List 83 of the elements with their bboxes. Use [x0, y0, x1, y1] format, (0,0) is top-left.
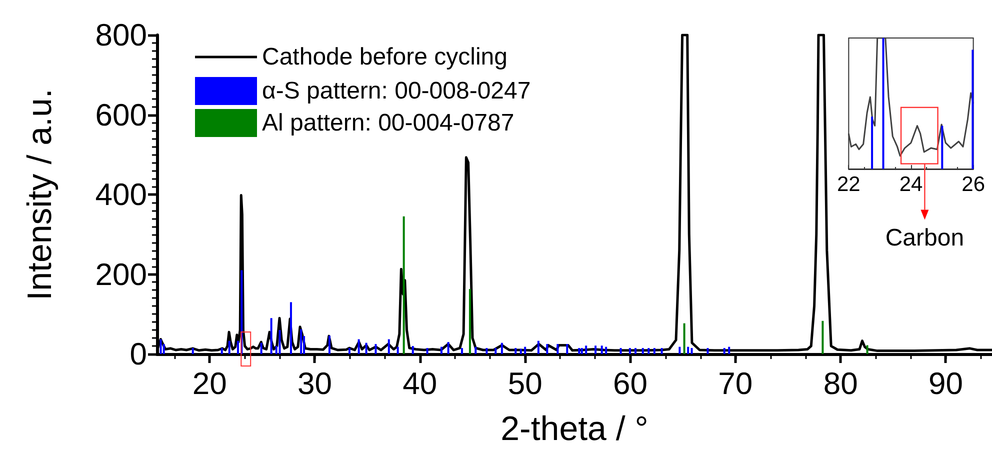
bar — [396, 346, 399, 354]
x-tick-label: 30 — [298, 366, 332, 401]
legend-label: Al pattern: 00-004-0787 — [262, 110, 514, 136]
bar — [365, 342, 368, 354]
bar — [628, 348, 631, 354]
bar — [578, 348, 580, 354]
bar — [220, 348, 223, 354]
bar — [620, 348, 622, 354]
x-tick-label: 22 — [837, 173, 860, 196]
bar — [374, 344, 377, 354]
bar — [440, 346, 442, 354]
bar — [723, 348, 726, 354]
bar — [941, 126, 944, 169]
bar — [605, 346, 608, 354]
x-tick-label: 60 — [612, 366, 648, 401]
bar — [634, 348, 636, 354]
bar — [514, 348, 517, 354]
bar — [594, 346, 597, 354]
x-tick-label: 24 — [899, 173, 923, 196]
bar — [871, 116, 874, 169]
bar — [278, 330, 281, 354]
y-tick-label: 600 — [95, 97, 147, 132]
bar — [486, 348, 488, 354]
bar — [822, 320, 824, 354]
bar — [388, 339, 390, 354]
bar — [260, 342, 262, 354]
bar — [460, 348, 463, 354]
bar — [426, 348, 428, 354]
x-axis-title: 2-theta / ° — [500, 410, 648, 448]
bar — [566, 344, 568, 354]
bar — [687, 346, 690, 354]
bar — [600, 346, 603, 354]
bar — [653, 348, 656, 354]
y-tick-label: 0 — [130, 336, 147, 372]
x-tick-label: 70 — [718, 366, 753, 401]
bar — [402, 216, 405, 354]
y-tick-label: 200 — [95, 256, 147, 292]
y-tick-label: 400 — [95, 177, 147, 212]
bar — [500, 342, 503, 354]
bar — [412, 346, 414, 354]
x-tick-label: 20 — [192, 366, 227, 401]
bar — [290, 302, 292, 354]
bar — [546, 344, 548, 354]
bar — [192, 348, 194, 354]
bar — [537, 340, 540, 354]
x-tick-label: 40 — [402, 366, 438, 401]
x-tick-label: 26 — [962, 173, 985, 196]
bar — [236, 340, 239, 354]
bar — [866, 345, 868, 354]
bar — [300, 329, 302, 354]
bar — [328, 336, 330, 354]
x-tick-label: 80 — [823, 366, 858, 401]
bar — [348, 348, 350, 354]
bar — [520, 348, 522, 354]
x-tick-label: 90 — [928, 366, 963, 401]
bar — [228, 340, 230, 354]
bar — [660, 348, 663, 354]
legend-label: Cathode before cycling — [262, 44, 508, 70]
bar — [580, 348, 583, 354]
bar — [642, 348, 644, 354]
bar — [447, 342, 450, 354]
bar — [683, 323, 686, 354]
bar — [678, 346, 681, 354]
bar — [160, 339, 162, 354]
bar — [728, 346, 730, 354]
legend-label: α-S pattern: 00-008-0247 — [262, 78, 531, 104]
bar — [972, 50, 974, 169]
bar — [585, 346, 588, 354]
bar — [524, 346, 526, 354]
bar — [474, 346, 477, 354]
bar — [690, 348, 693, 354]
bar — [468, 289, 471, 354]
bar — [882, 38, 884, 169]
bar — [270, 318, 272, 354]
bar — [494, 348, 497, 354]
x-tick-label: 50 — [508, 366, 542, 401]
y-tick-label: 800 — [95, 18, 147, 52]
bar — [358, 339, 360, 354]
bar — [648, 348, 650, 354]
y-axis-title: Intensity / a.u. — [21, 88, 59, 300]
bar — [556, 344, 559, 354]
annotation: Carbon — [885, 224, 964, 252]
bar — [706, 348, 709, 354]
